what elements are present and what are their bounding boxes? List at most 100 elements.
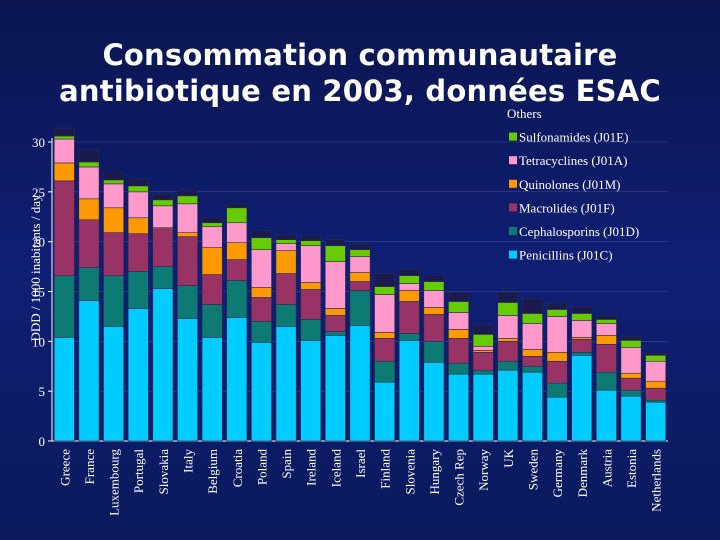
legend-label: Quinolones (J01M) [519, 177, 620, 192]
bar-iceland-s6 [324, 239, 346, 246]
bar-austria-s6 [595, 315, 617, 320]
bar-hungary-s2 [423, 314, 445, 342]
bar-sweden-s0 [522, 371, 543, 442]
bar-portugal-s6 [127, 178, 149, 187]
legend-swatch [509, 156, 517, 165]
x-tick-label: Croatia [230, 449, 245, 487]
bar-czech-rep-s5 [448, 301, 469, 313]
legend-swatch [509, 179, 517, 188]
bar-luxembourg-s6 [103, 171, 125, 181]
bar-austria-s4 [595, 323, 617, 336]
legend: Others Sulfonamides (J01E) Tetracyclines (… [507, 106, 639, 263]
bar-hungary-s6 [423, 275, 445, 282]
bar-luxembourg-s5 [103, 179, 125, 185]
x-tick-label: Portugal [131, 449, 146, 493]
bar-slovenia-s0 [398, 340, 420, 442]
bar-israel-s1 [349, 290, 371, 326]
legend-label: Cephalosporins (J01D) [519, 224, 639, 239]
bar-spain-s1 [275, 304, 297, 327]
bar-uk-s4 [497, 315, 519, 339]
legend-label: Others [507, 106, 542, 121]
bar-netherlands-s0 [645, 401, 667, 442]
bar-france-s6 [78, 149, 100, 163]
bar-austria-s2 [595, 344, 617, 373]
bar-norway-s5 [472, 334, 494, 347]
bar-greece-s1 [53, 275, 75, 338]
bar-greece-s3 [53, 162, 75, 182]
bar-czech-rep-s0 [448, 373, 469, 442]
bar-croatia-s2 [226, 259, 248, 281]
legend-swatch [509, 132, 517, 141]
bar-slovakia-s2 [152, 228, 174, 267]
bar-ireland-s2 [300, 289, 322, 320]
bar-denmark-s0 [571, 354, 593, 442]
bar-poland-s1 [251, 321, 272, 343]
bar-france-s4 [78, 166, 100, 200]
x-tick-label: Slovenia [402, 449, 417, 495]
bar-estonia-s6 [620, 336, 642, 341]
x-tick-label: Slovakia [156, 449, 171, 495]
bar-germany-s2 [546, 360, 568, 384]
bar-portugal-s4 [127, 191, 149, 219]
bar-portugal-s5 [127, 185, 149, 193]
bar-czech-rep-s2 [448, 338, 469, 364]
bar-germany-s1 [546, 382, 568, 398]
x-tick-label: Estonia [624, 449, 639, 488]
bar-norway-s4 [472, 346, 494, 351]
bar-poland-s5 [251, 237, 272, 250]
legend-label: Penicillins (J01C) [519, 248, 613, 263]
bar-croatia-s5 [226, 207, 248, 224]
bar-austria-s0 [595, 389, 617, 442]
bar-denmark-s6 [571, 306, 593, 314]
bar-luxembourg-s1 [103, 275, 125, 327]
bar-portugal-s2 [127, 233, 149, 272]
x-tick-label: Czech Rep [452, 449, 467, 506]
y-tick-label: 20 [32, 235, 45, 250]
bar-croatia-s6 [226, 203, 248, 209]
bar-france-s2 [78, 219, 100, 268]
bar-israel-s6 [349, 243, 371, 250]
bar-norway-s2 [472, 351, 494, 371]
bar-finland-s0 [374, 381, 396, 442]
bar-denmark-s5 [571, 313, 593, 321]
bar-iceland-s1 [324, 331, 346, 336]
bar-croatia-s1 [226, 280, 248, 318]
x-tick-label: France [82, 449, 97, 485]
bar-greece-s0 [53, 337, 75, 442]
x-tick-label: Denmark [575, 449, 590, 498]
bar-norway-s6 [472, 324, 494, 335]
bar-austria-s5 [595, 319, 617, 324]
bar-ireland-s3 [300, 282, 322, 290]
x-tick-label: UK [501, 448, 516, 467]
x-axis-labels: Greece France Luxembourg Portugal Slovakia It… [57, 448, 663, 516]
bar-iceland-s3 [324, 308, 346, 316]
bar-luxembourg-s3 [103, 207, 125, 233]
bar-germany-s0 [546, 396, 568, 442]
y-tick-label: 30 [32, 135, 45, 150]
bar-estonia-s0 [620, 395, 642, 442]
bar-poland-s2 [251, 297, 272, 322]
y-tick-label: 10 [32, 334, 45, 349]
bar-slovakia-s0 [152, 288, 174, 442]
bar-luxembourg-s4 [103, 183, 125, 209]
bar-poland-s4 [251, 249, 272, 288]
y-tick-label: 5 [39, 384, 46, 399]
bar-belgium-s6 [201, 217, 223, 224]
bar-belgium-s5 [201, 222, 223, 228]
y-tick-label: 0 [39, 434, 46, 449]
bar-spain-s2 [275, 273, 297, 305]
bar-greece-s4 [53, 138, 75, 164]
bar-slovakia-s5 [152, 199, 174, 207]
legend-swatch [509, 250, 517, 259]
x-tick-label: Sweden [525, 449, 540, 491]
bar-belgium-s4 [201, 226, 223, 248]
bar-croatia-s0 [226, 317, 248, 442]
bar-uk-s0 [497, 369, 519, 442]
chart-title-line1: Consommation communautaire [102, 38, 618, 72]
bar-croatia-s3 [226, 242, 248, 260]
bar-estonia-s5 [620, 340, 642, 348]
bar-germany-s5 [546, 309, 568, 317]
bar-netherlands-s2 [645, 387, 667, 401]
bar-slovenia-s5 [398, 275, 420, 284]
